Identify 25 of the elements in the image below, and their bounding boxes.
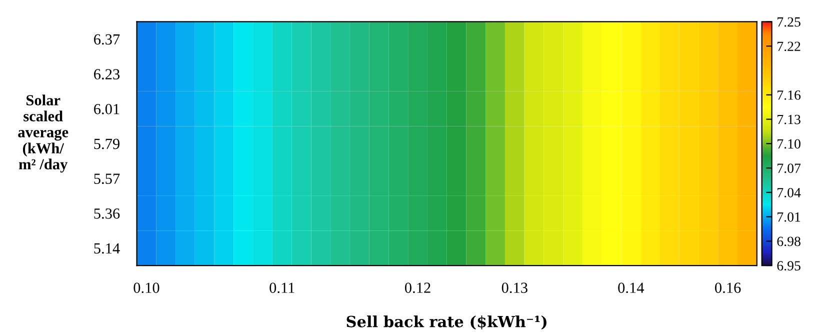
- x-tick-label: 0.16: [715, 282, 741, 294]
- y-tick-label: 6.37: [94, 34, 120, 45]
- color-bar-label: 6.98: [777, 236, 800, 246]
- y-tick-label: 5.79: [94, 138, 120, 150]
- color-bar-label: 7.16: [778, 90, 801, 100]
- x-tick-label: 0.14: [618, 282, 644, 294]
- color-bar-label: 6.95: [777, 261, 800, 271]
- color-bar-label: 7.22: [778, 42, 800, 52]
- y-axis-title: Solar scaled average (kWh/ m² /day: [18, 94, 68, 173]
- color-bar-label: 7.25: [778, 17, 800, 27]
- x-tick-label: 0.11: [270, 282, 294, 294]
- color-bar-label: 7.07: [778, 164, 801, 174]
- color-bar-label: 7.04: [778, 188, 801, 198]
- color-bar-label: 7.10: [778, 139, 800, 149]
- x-tick-label: 0.13: [502, 282, 528, 294]
- color-bar-label: 7.01: [778, 212, 800, 222]
- x-tick-label: 0.10: [134, 282, 160, 294]
- y-tick-label: 5.36: [94, 208, 120, 219]
- y-tick-label: 6.23: [94, 69, 120, 80]
- x-tick-label: 0.12: [404, 282, 430, 294]
- y-tick-label: 6.01: [94, 104, 120, 114]
- x-axis-title: Sell back rate ($kWh⁻¹): [346, 315, 546, 330]
- color-bar-label: 7.13: [778, 114, 800, 124]
- y-tick-label: 5.14: [94, 243, 120, 254]
- y-tick-label: 5.57: [94, 174, 120, 184]
